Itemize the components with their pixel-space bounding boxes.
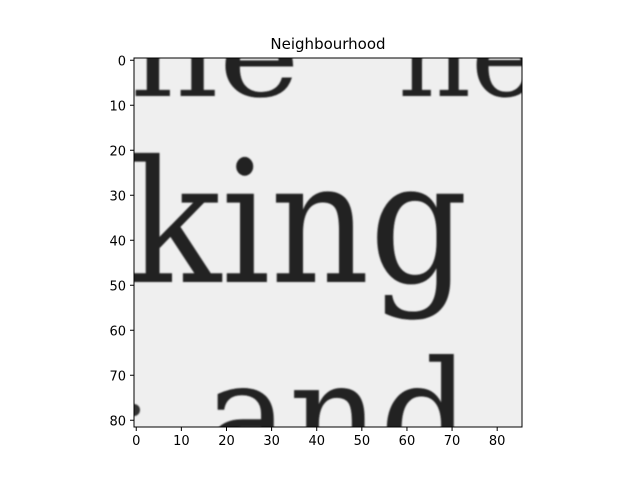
x-tick-label: 30 [263,434,280,449]
x-tick-label: 50 [354,434,371,449]
y-tick-label: 10 [109,99,126,114]
text-fragment-top-left: ne [130,0,300,124]
y-tick-label: 40 [109,234,126,249]
x-tick-label: 80 [489,434,506,449]
x-tick-label: 20 [218,434,235,449]
text-word-and: and [205,330,470,480]
text-fragment-bottom-left [134,404,140,416]
x-tick-label: 60 [399,434,416,449]
x-axis: 0 10 20 30 40 50 60 70 80 [132,427,505,449]
x-tick-label: 10 [173,434,190,449]
y-tick-label: 0 [118,54,126,69]
x-tick-label: 0 [132,434,140,449]
image-plot-area: ne ne king and [128,0,538,480]
y-tick-label: 70 [109,369,126,384]
x-tick-label: 70 [444,434,461,449]
y-tick-label: 20 [109,144,126,159]
y-tick-label: 30 [109,189,126,204]
image-background [134,58,522,427]
x-tick-label: 40 [308,434,325,449]
plot-frame [133,57,523,428]
y-tick-label: 60 [109,324,126,339]
y-tick-label: 80 [109,414,126,429]
text-word-king: king [128,125,468,323]
y-tick-label: 50 [109,279,126,294]
text-fragment-top-right: ne [398,0,538,124]
y-axis: 0 10 20 30 40 50 60 70 80 [109,54,134,429]
chart-title: Neighbourhood [270,35,385,53]
